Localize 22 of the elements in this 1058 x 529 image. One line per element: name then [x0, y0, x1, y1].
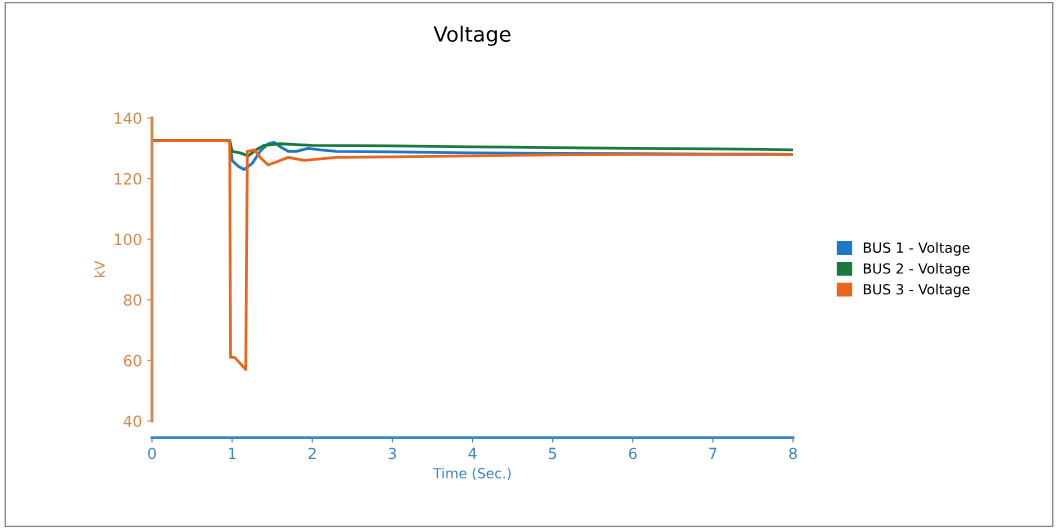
legend-label: BUS 3 - Voltage	[863, 283, 970, 298]
legend-label: BUS 2 - Voltage	[863, 262, 970, 277]
y-tick-label: 100	[114, 233, 142, 246]
line-series	[152, 139, 793, 371]
x-tick-label: 4	[468, 447, 477, 459]
x-tick-label: 5	[548, 447, 557, 460]
x-axis-title: Time (Sec.)	[433, 467, 511, 481]
x-tick-label: 2	[308, 447, 316, 459]
x-tick-label: 3	[388, 447, 397, 460]
x-tick-label: 0	[148, 447, 156, 460]
y-tick-label: 40	[123, 415, 142, 428]
chart-title: Voltage	[433, 25, 511, 46]
y-tick-label: 80	[123, 294, 142, 306]
y-tick-label: 140	[114, 112, 142, 125]
y-tick-label: 60	[123, 354, 142, 367]
x-tick-label: 6	[628, 447, 637, 460]
x-tick-label: 8	[789, 447, 797, 460]
x-tick-label: 1	[228, 447, 236, 459]
y-tick-label: 120	[114, 173, 142, 185]
legend-label: BUS 1 - Voltage	[863, 242, 970, 256]
y-axis-title: kV	[94, 260, 105, 278]
x-tick-label: 7	[709, 447, 717, 459]
